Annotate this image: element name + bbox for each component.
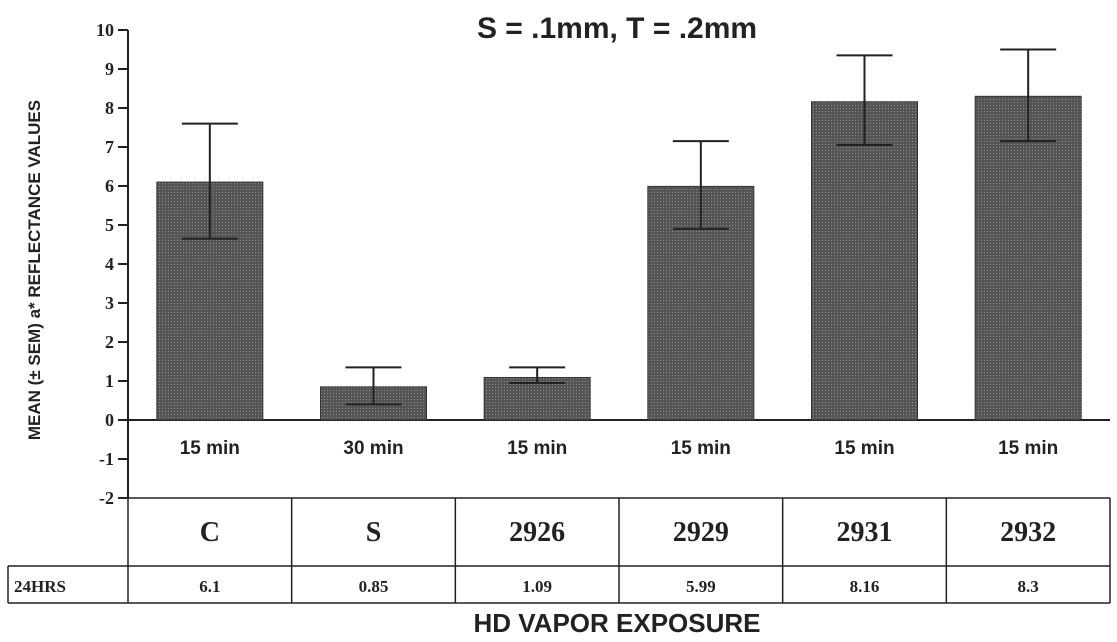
table-cell-value: 6.1 <box>199 577 220 596</box>
table-row-label: 24HRS <box>14 577 66 596</box>
y-tick-label: 6 <box>105 176 114 196</box>
y-tick-label: 7 <box>105 137 114 157</box>
category-label: 2931 <box>837 517 893 548</box>
y-tick-label: 5 <box>105 215 114 235</box>
bar-2932 <box>975 96 1081 420</box>
exposure-time-label: 15 min <box>180 438 240 459</box>
category-label: 2932 <box>1000 517 1056 548</box>
category-label: S <box>366 517 382 548</box>
y-axis-label: MEAN (± SEM) a* REFLECTANCE VALUES <box>25 100 44 440</box>
table-cell-value: 5.99 <box>686 577 716 596</box>
category-label: 2926 <box>509 517 565 548</box>
error-bars <box>182 50 1056 405</box>
exposure-time-label: 15 min <box>671 438 731 459</box>
exposure-time-label: 15 min <box>507 438 567 459</box>
y-tick-label: 10 <box>96 20 114 40</box>
y-tick-label: 2 <box>105 332 114 352</box>
table-cell-value: 1.09 <box>522 577 552 596</box>
exposure-time-label: 30 min <box>343 438 403 459</box>
bar-2931 <box>812 102 918 420</box>
y-tick-label: 1 <box>105 371 114 391</box>
y-tick-label: -1 <box>99 449 114 469</box>
exposure-time-labels: 15 min 30 min 15 min 15 min 15 min 15 min <box>180 438 1059 459</box>
exposure-time-label: 15 min <box>834 438 894 459</box>
data-table: 24HRS C 6.1 S 0.85 2926 1.09 2929 5.99 2931 8.16 29… <box>8 498 1110 603</box>
chart-title: S = .1mm, T = .2mm <box>477 12 757 45</box>
y-tick-label: 8 <box>105 98 114 118</box>
table-cell-value: 8.3 <box>1018 577 1039 596</box>
category-label: C <box>200 517 220 548</box>
exposure-time-label: 15 min <box>998 438 1058 459</box>
bars <box>157 96 1081 420</box>
y-tick-label: 3 <box>105 293 114 313</box>
y-tick-label: 0 <box>105 410 114 430</box>
category-label: 2929 <box>673 517 729 548</box>
table-cell-value: 0.85 <box>359 577 389 596</box>
y-tick-label: 9 <box>105 59 114 79</box>
y-tick-label: -2 <box>99 488 114 508</box>
table-cell-value: 8.16 <box>850 577 880 596</box>
y-tick-label: 4 <box>105 254 114 274</box>
x-axis-label: HD VAPOR EXPOSURE <box>473 608 760 638</box>
